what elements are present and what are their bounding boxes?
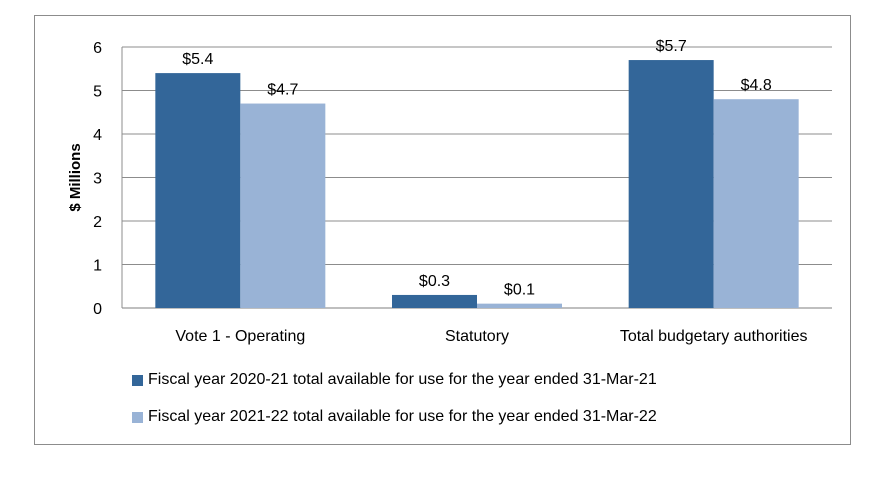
y-tick-label-3: 3 [93,171,102,188]
y-tick-label-6: 6 [93,40,102,57]
bar-series1-cat1 [155,73,241,308]
bar-series2-cat2 [477,303,562,308]
y-tick-label-1: 1 [93,258,102,275]
bar-series1-cat2 [392,294,477,308]
legend-label-series-1: Fiscal year 2020-21 total available for … [148,371,657,388]
x-category-label-2: Statutory [445,328,509,345]
bar-series2-cat1 [240,103,326,308]
bar-series2-cat3 [713,99,799,308]
data-label-series2-cat2: $0.1 [504,282,535,299]
y-tick-label-4: 4 [93,127,102,144]
legend-swatch-series-2 [132,411,143,423]
legend-item-series-1: Fiscal year 2020-21 total available for … [132,371,657,389]
data-label-series2-cat1: $4.7 [267,82,298,99]
y-tick-label-0: 0 [93,301,102,318]
legend-label-series-2: Fiscal year 2021-22 total available for … [148,408,657,425]
bar-series1-cat3 [628,60,714,308]
data-label-series1-cat3: $5.7 [656,38,687,55]
x-category-label-3: Total budgetary authorities [620,328,808,345]
data-label-series1-cat1: $5.4 [182,51,213,68]
legend-item-series-2: Fiscal year 2021-22 total available for … [132,408,657,426]
y-tick-label-5: 5 [93,84,102,101]
x-category-label-1: Vote 1 - Operating [175,328,305,345]
y-tick-label-2: 2 [93,214,102,231]
data-label-series1-cat2: $0.3 [419,273,450,290]
y-axis-title: $ Millions [67,143,84,211]
legend-swatch-series-1 [132,374,143,386]
data-label-series2-cat3: $4.8 [741,77,772,94]
